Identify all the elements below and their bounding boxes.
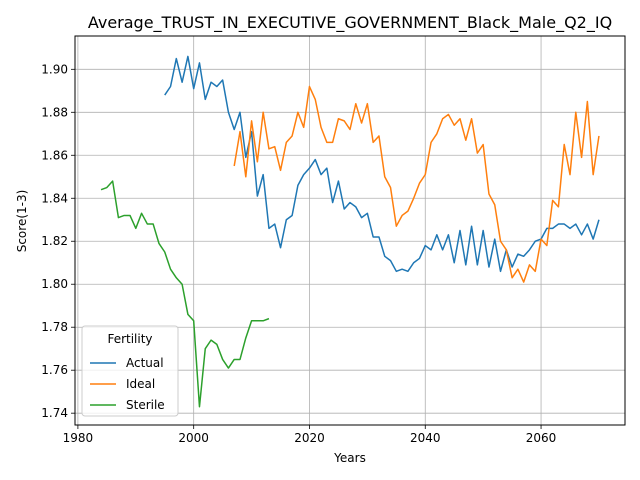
y-tick-label: 1.84	[41, 191, 68, 205]
legend-title: Fertility	[107, 332, 152, 346]
plot-frame	[74, 35, 626, 426]
series-line-ideal	[233, 85, 600, 283]
series-lines	[100, 55, 600, 408]
x-axis-label: Years	[333, 451, 366, 465]
chart-title: Average_TRUST_IN_EXECUTIVE_GOVERNMENT_Bl…	[88, 13, 612, 33]
legend-label-ideal: Ideal	[126, 377, 155, 391]
x-tick-label: 2020	[294, 431, 325, 445]
legend-label-actual: Actual	[126, 356, 164, 370]
y-tick-label: 1.78	[41, 320, 68, 334]
y-axis: 1.74 1.76 1.78 1.80 1.82 1.84 1.86 1.88 1.90	[41, 62, 75, 420]
y-tick-label: 1.90	[41, 62, 68, 76]
y-tick-label: 1.74	[41, 406, 68, 420]
y-axis-label: Score(1-3)	[15, 190, 29, 253]
y-tick-label: 1.82	[41, 234, 68, 248]
series-line-actual	[164, 55, 600, 273]
y-tick-label: 1.80	[41, 277, 68, 291]
x-tick-label: 2060	[526, 431, 557, 445]
y-tick-label: 1.88	[41, 105, 68, 119]
x-axis: 1980 2000 2020 2040 2060	[63, 425, 557, 445]
legend-label-sterile: Sterile	[126, 398, 165, 412]
series-line-sterile	[100, 180, 270, 408]
x-tick-label: 2040	[410, 431, 441, 445]
y-tick-label: 1.86	[41, 148, 68, 162]
y-tick-label: 1.76	[41, 363, 68, 377]
x-tick-label: 1980	[63, 431, 94, 445]
legend-box	[81, 325, 179, 417]
legend: Fertility Actual Ideal Sterile	[81, 325, 179, 417]
x-tick-label: 2000	[178, 431, 209, 445]
